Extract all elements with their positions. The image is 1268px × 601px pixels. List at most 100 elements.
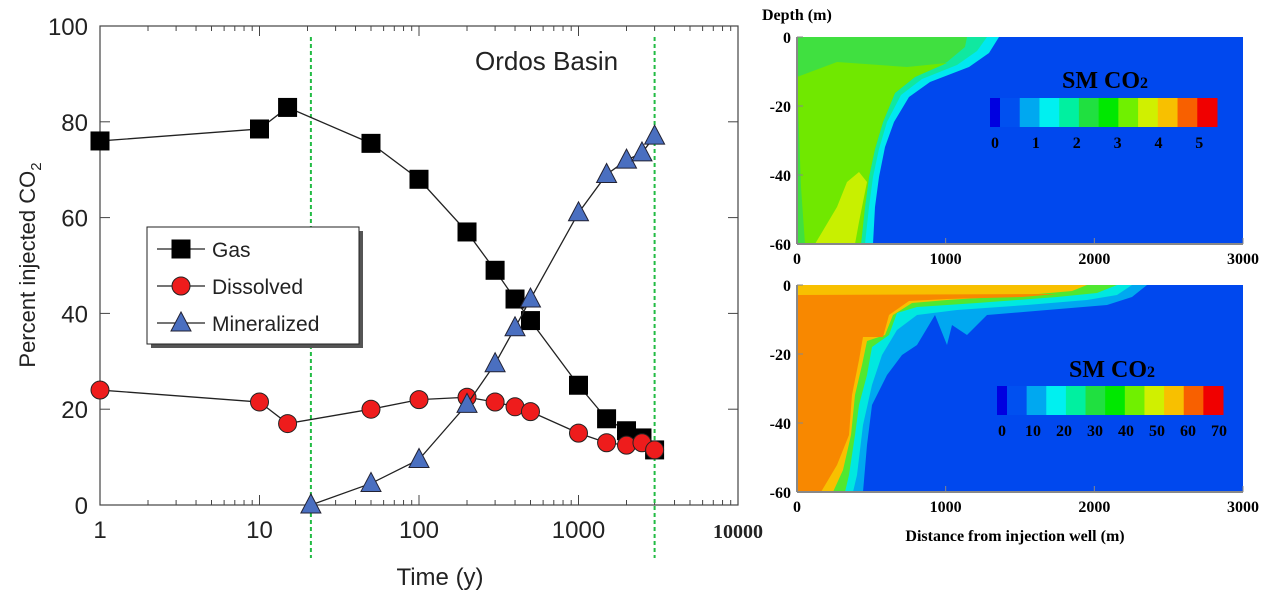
data-point [643,124,666,145]
data-point [250,392,269,412]
x-tick-label: 10000 [713,521,763,543]
y-tick-label: 0 [783,278,791,295]
y-axis-label: Percent injected CO2 [15,162,45,367]
y-tick-label: 0 [783,30,791,47]
colorbar-tick-label: 2 [1073,135,1081,152]
colorbar-swatch [1007,386,1028,415]
colorbar-top: 0 1 2 3 4 5 [990,98,1218,152]
x-tick-label: 1 [93,517,106,544]
colorbar-swatch [1039,98,1060,127]
colorbar-tick-label: 20 [1056,423,1072,440]
data-point [409,390,429,410]
colorbar-swatch [1183,386,1204,415]
data-point [300,492,322,514]
data-point [569,375,588,395]
data-point [505,289,525,309]
y-axis-label-subscript: 2 [28,162,45,170]
colorbar-swatch [1085,386,1106,415]
data-point [645,440,665,460]
data-point [90,380,110,400]
y-tick-label: 40 [61,301,88,328]
colorbar-tick-label: 10 [1025,423,1041,440]
colorbar-tick-label: 40 [1118,423,1134,440]
colorbar-swatch [1138,98,1159,127]
data-point [569,423,588,443]
legend-label: Dissolved [212,276,303,299]
y-tick-label: -20 [770,347,791,364]
data-point [520,402,540,422]
data-point [597,409,617,429]
x-tick-label: 10 [246,517,273,544]
data-point [597,433,617,453]
colorbar-tick-label: 3 [1114,135,1122,152]
colorbar-tick-label: 0 [991,135,999,152]
y-tick-label: -20 [770,99,791,116]
colorbar-swatch [1078,98,1100,127]
colorbar-swatch [990,98,1001,127]
colorbar-swatch [1046,386,1067,415]
y-tick-label: -60 [770,485,791,502]
colorbar-tick-label: 0 [998,423,1006,440]
data-point [457,222,477,242]
colorbar-swatch [1203,386,1224,415]
colorbar-title-text: SM CO [1062,68,1140,94]
data-point [408,447,430,468]
colorbar-swatch [1177,98,1198,127]
data-point [485,392,505,412]
data-point [360,471,382,492]
svg-text:Percent injected CO2: Percent injected CO2 [15,162,45,367]
legend-label: Gas [212,239,251,262]
x-tick-label: 2000 [1078,499,1110,516]
y-tick-label: 100 [48,14,88,41]
data-point [485,260,505,280]
colorbar-swatch [997,386,1008,415]
colorbar-title-subscript: 2 [1147,364,1155,381]
x-tick-label: 3000 [1227,499,1259,516]
chart-title: Ordos Basin [475,46,618,76]
series-line [99,389,655,451]
y-tick-label: -40 [770,168,791,185]
colorbar-swatch [1144,386,1165,415]
data-point [278,414,298,434]
colorbar-swatch [1000,98,1021,127]
colorbar-tick-label: 5 [1195,135,1203,152]
colorbar-swatch [1124,386,1145,415]
colorbar-tick-label: 1 [1032,135,1040,152]
y-axis-label-text: Percent injected CO [15,171,40,368]
data-point [409,169,429,189]
data-point [567,200,590,222]
legend-marker [171,276,191,296]
series-gas [90,97,665,460]
contour-level-4 [815,172,867,244]
colorbar-swatch [1098,98,1119,127]
x-tick-label: 0 [793,251,801,268]
colorbar-title-text: SM CO [1069,357,1147,383]
colorbar-title: SM CO2 [1062,68,1148,94]
x-tick-label: 0 [793,499,801,516]
y-tick-label: -40 [770,416,791,433]
data-point [631,140,653,162]
data-point [615,148,638,169]
y-tick-label: 80 [61,110,88,137]
colorbar-swatch [1164,386,1185,415]
legend-marker [171,239,191,259]
data-point [504,315,526,337]
data-point [484,351,506,373]
data-point [361,133,381,153]
data-point [90,131,110,151]
colorbar-swatch [1065,386,1087,415]
x-tick-label: 3000 [1227,251,1259,268]
data-point [278,97,298,117]
data-point [456,392,478,413]
colorbar-swatch [1059,98,1080,127]
colorbar-title: SM CO2 [1069,357,1155,383]
colorbar-tick-label: 70 [1211,423,1227,440]
x-tick-label: 100 [399,517,439,544]
data-point [520,311,540,331]
colorbar-swatch [1157,98,1179,127]
heatmap-top-plot: 0 1000 2000 3000 0 -20 -40 -60 [770,30,1259,268]
colorbar-tick-label: 50 [1149,423,1165,440]
colorbar-swatch [1026,386,1047,415]
